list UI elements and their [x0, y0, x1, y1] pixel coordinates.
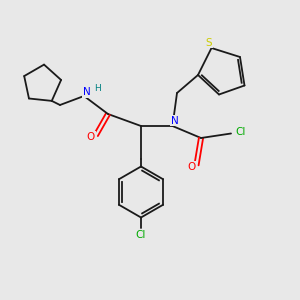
Text: O: O	[86, 131, 95, 142]
Text: S: S	[205, 38, 212, 48]
Text: Cl: Cl	[236, 127, 246, 137]
Text: H: H	[94, 84, 101, 93]
Text: O: O	[187, 161, 195, 172]
Text: Cl: Cl	[136, 230, 146, 241]
Text: N: N	[171, 116, 179, 126]
Text: N: N	[82, 87, 90, 98]
